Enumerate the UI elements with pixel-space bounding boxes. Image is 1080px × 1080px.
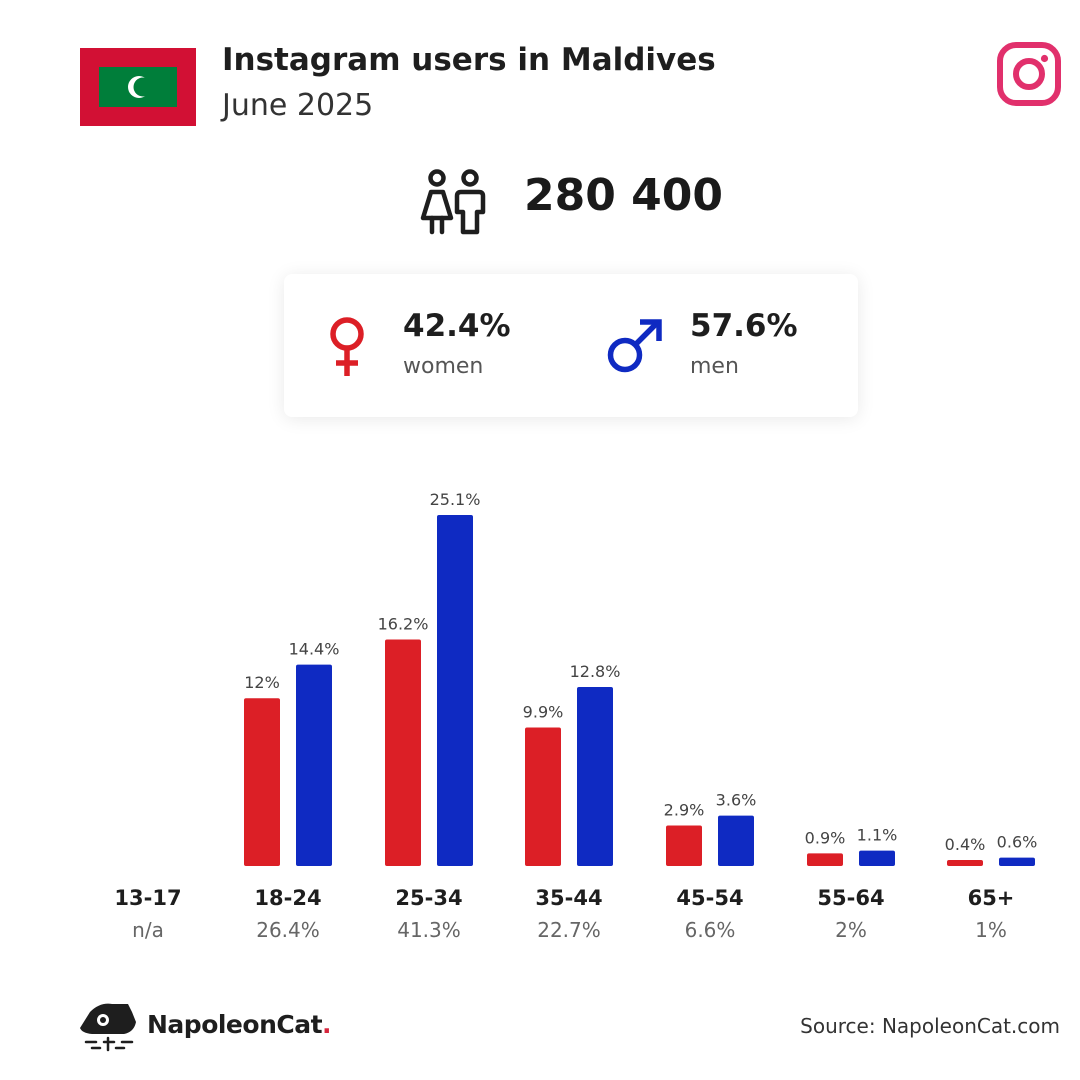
age-group-label: 35-44	[535, 886, 603, 910]
bar-chart-svg: 12% 14.4% 16.2% 25.1% 9.9% 12.8% 2.9% 3.6% 0.9% 1…	[244, 490, 1038, 866]
age-group-total: 26.4%	[256, 918, 320, 942]
age-group-total: 2%	[835, 918, 867, 942]
data-label-women-25-34: 16.2%	[378, 614, 429, 633]
age-group-total: 1%	[975, 918, 1007, 942]
page-subtitle: June 2025	[222, 88, 374, 123]
age-group-total: 6.6%	[684, 918, 736, 942]
bar-women-55-64	[807, 853, 843, 866]
bar-women-35-44	[525, 727, 561, 866]
men-pct: 57.6%	[690, 308, 798, 344]
data-label-women-65+: 0.4%	[945, 835, 986, 854]
age-group-label: 13-17	[114, 886, 182, 910]
bar-women-65+	[947, 860, 983, 866]
men-label: men	[690, 354, 739, 379]
age-group-total: n/a	[132, 918, 164, 942]
data-label-men-55-64: 1.1%	[857, 826, 898, 845]
age-group-label: 18-24	[254, 886, 322, 910]
women-label: women	[403, 354, 484, 379]
data-label-women-35-44: 9.9%	[523, 703, 564, 722]
data-label-men-18-24: 14.4%	[289, 640, 340, 659]
bar-men-65+	[999, 857, 1035, 866]
brand-dot: .	[322, 1010, 332, 1039]
flag-maldives-icon	[80, 48, 196, 126]
data-label-women-55-64: 0.9%	[805, 828, 846, 847]
age-group-total: 22.7%	[537, 918, 601, 942]
age-group-total: 41.3%	[397, 918, 461, 942]
bar-men-25-34	[437, 515, 473, 866]
page-title: Instagram users in Maldives	[222, 42, 716, 78]
brand-text: NapoleonCat	[147, 1010, 323, 1039]
people-icon	[420, 169, 486, 235]
age-group-label: 45-54	[676, 886, 744, 910]
brand-name: NapoleonCat.	[147, 1010, 332, 1039]
bar-men-35-44	[577, 687, 613, 866]
data-label-men-65+: 0.6%	[997, 833, 1038, 852]
data-label-men-25-34: 25.1%	[430, 490, 481, 509]
bar-men-55-64	[859, 850, 895, 866]
age-group-label: 25-34	[395, 886, 463, 910]
source-text: Source: NapoleonCat.com	[800, 1014, 1060, 1038]
bar-women-45-54	[666, 825, 702, 866]
instagram-logo-icon	[997, 42, 1061, 106]
age-group-label: 55-64	[817, 886, 885, 910]
women-pct: 42.4%	[403, 308, 511, 344]
bar-men-18-24	[296, 664, 332, 866]
male-symbol-icon	[607, 319, 662, 373]
female-symbol-icon	[330, 317, 364, 376]
gender-card: 42.4% women 57.6% men	[284, 274, 858, 417]
data-label-men-35-44: 12.8%	[570, 662, 621, 681]
data-label-men-45-54: 3.6%	[716, 791, 757, 810]
bar-women-18-24	[244, 698, 280, 866]
data-label-women-45-54: 2.9%	[664, 800, 705, 819]
total-users-value: 280 400	[524, 170, 724, 221]
napoleoncat-logo-icon	[80, 1003, 136, 1052]
age-gender-chart: 12% 14.4% 16.2% 25.1% 9.9% 12.8% 2.9% 3.6% 0.9% 1…	[0, 470, 1080, 950]
bar-women-25-34	[385, 639, 421, 866]
bar-men-45-54	[718, 815, 754, 866]
age-group-label: 65+	[967, 886, 1015, 910]
data-label-women-18-24: 12%	[244, 673, 280, 692]
